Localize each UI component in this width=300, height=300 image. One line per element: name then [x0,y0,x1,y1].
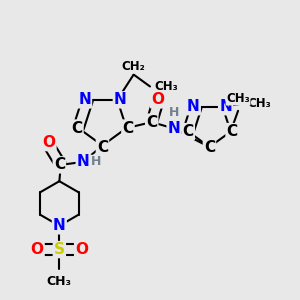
Text: O: O [31,242,44,257]
Text: H: H [91,155,101,168]
Text: C: C [71,121,82,136]
Text: CH₃: CH₃ [154,80,178,93]
Text: O: O [151,92,164,107]
Text: N: N [78,92,91,107]
Text: O: O [75,242,88,257]
Text: C: C [204,140,215,154]
Text: C: C [183,124,194,139]
Text: N: N [187,99,200,114]
Text: CH₃: CH₃ [248,97,272,110]
Text: C: C [122,121,134,136]
Text: N: N [114,92,127,107]
Text: CH₂: CH₂ [122,60,146,73]
Text: C: C [226,124,238,139]
Text: N: N [77,154,89,169]
Text: N: N [53,218,66,233]
Text: H: H [169,106,179,119]
Text: N: N [219,99,232,114]
Text: C: C [146,115,157,130]
Text: N: N [168,121,180,136]
Text: C: C [54,158,65,172]
Text: CH₃: CH₃ [47,275,72,288]
Text: CH₃: CH₃ [226,92,250,105]
Text: S: S [54,242,65,257]
Text: C: C [97,140,108,154]
Text: O: O [42,135,56,150]
